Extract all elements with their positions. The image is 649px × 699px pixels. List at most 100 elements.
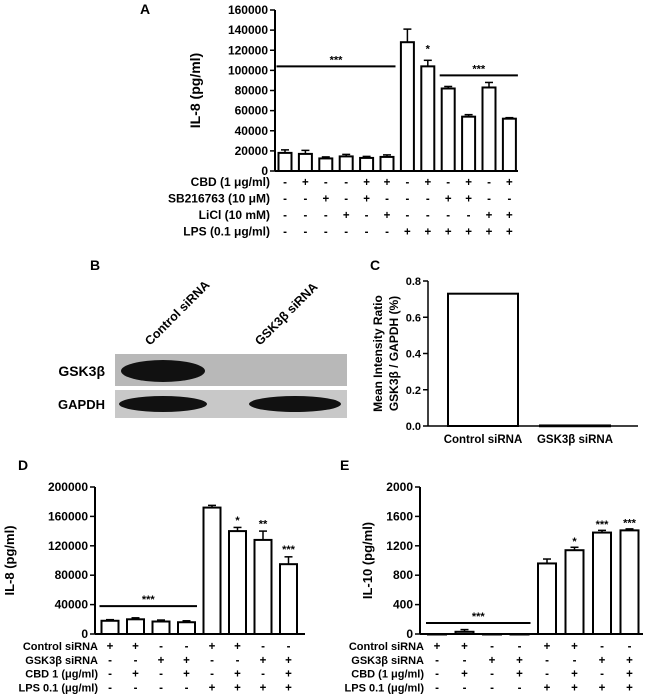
treatment-mark: - <box>344 194 348 206</box>
treatment-mark: - <box>463 655 467 667</box>
treatment-mark: + <box>599 682 606 694</box>
treatment-mark: - <box>185 641 189 653</box>
treatment-mark: - <box>435 655 439 667</box>
bar <box>318 157 334 172</box>
significance-marker: *** <box>623 518 637 530</box>
treatment-mark: + <box>183 669 190 681</box>
y-tick-label: 120000 <box>48 539 88 553</box>
treatment-mark: + <box>486 210 493 222</box>
treatment-label: LPS (0.1 μg/ml) <box>183 225 270 239</box>
bar <box>359 156 375 172</box>
y-tick-label: 80000 <box>55 568 89 582</box>
treatment-mark: - <box>283 194 287 206</box>
treatment-mark: + <box>506 177 513 189</box>
treatment-label: CBD 1 (μg/ml) <box>25 669 98 681</box>
treatment-mark: - <box>261 641 265 653</box>
treatment-mark: + <box>260 682 267 694</box>
y-tick-label: 0.0 <box>406 421 421 433</box>
y-tick-label: 0.8 <box>406 276 421 288</box>
y-tick-label: 80000 <box>235 84 269 98</box>
treatment-mark: + <box>183 655 190 667</box>
treatment-mark: - <box>490 682 494 694</box>
bar <box>420 65 436 172</box>
y-tick-label: 0.4 <box>406 349 422 361</box>
panel-d-il8-chart: 0 40000 80000 120000 160000 200000 IL-8 (pg/ml… <box>2 480 305 694</box>
treatment-mark: + <box>461 641 468 653</box>
x-tick-label: Control siRNA <box>444 434 523 446</box>
bar <box>482 633 502 636</box>
y-tick-label: 40000 <box>235 124 269 138</box>
treatment-mark: - <box>283 210 287 222</box>
treatment-mark: + <box>384 210 391 222</box>
treatment-label: GSK3β siRNA <box>351 655 424 667</box>
treatment-mark: - <box>545 669 549 681</box>
treatment-mark: - <box>108 669 112 681</box>
treatment-mark: + <box>107 641 114 653</box>
treatment-mark: - <box>324 227 328 239</box>
treatment-mark: - <box>463 682 467 694</box>
significance-marker: * <box>426 43 431 55</box>
treatment-mark: - <box>344 177 348 189</box>
treatment-mark: - <box>405 177 409 189</box>
treatment-mark: + <box>404 227 411 239</box>
treatment-mark: + <box>209 641 216 653</box>
band-label: GSK3β <box>58 363 105 379</box>
treatment-mark: - <box>134 682 138 694</box>
treatment-mark: + <box>132 641 139 653</box>
treatment-label: LPS 0.1 (μg/ml) <box>19 682 99 694</box>
treatment-mark: - <box>303 227 307 239</box>
treatment-mark: - <box>303 210 307 222</box>
treatment-mark: + <box>516 669 523 681</box>
y-axis-label: IL-8 (pg/ml) <box>187 53 203 128</box>
treatment-mark: + <box>285 655 292 667</box>
treatment-mark: - <box>426 194 430 206</box>
y-tick-label: 100000 <box>228 63 268 77</box>
treatment-mark: + <box>599 655 606 667</box>
significance-marker: *** <box>142 594 156 606</box>
treatment-mark: - <box>108 655 112 667</box>
bar <box>228 530 247 635</box>
y-tick-label: 0 <box>261 164 268 178</box>
treatment-mark: - <box>287 641 291 653</box>
band-label: GAPDH <box>58 397 105 412</box>
treatment-mark: + <box>343 210 350 222</box>
treatment-mark: - <box>210 655 214 667</box>
y-tick-label: 120000 <box>228 43 268 57</box>
treatment-mark: + <box>158 655 165 667</box>
treatment-mark: + <box>322 194 329 206</box>
treatment-mark: + <box>461 669 468 681</box>
y-tick-label: 60000 <box>235 104 269 118</box>
treatment-mark: + <box>571 669 578 681</box>
significance-marker: * <box>572 536 577 548</box>
bar <box>537 562 557 635</box>
treatment-mark: + <box>544 641 551 653</box>
treatment-mark: - <box>518 641 522 653</box>
y-tick-label: 0 <box>81 627 88 641</box>
treatment-mark: - <box>573 655 577 667</box>
treatment-mark: - <box>600 669 604 681</box>
y-axis-label: GSK3β / GAPDH (%) <box>387 296 401 411</box>
treatment-mark: - <box>283 227 287 239</box>
significance-marker: *** <box>330 54 344 66</box>
treatment-mark: - <box>405 210 409 222</box>
treatment-mark: - <box>518 682 522 694</box>
treatment-mark: + <box>626 682 633 694</box>
treatment-mark: + <box>285 682 292 694</box>
treatment-mark: - <box>303 194 307 206</box>
bar <box>177 621 196 635</box>
treatment-mark: + <box>302 177 309 189</box>
y-tick-label: 800 <box>393 568 413 582</box>
y-axis-label: IL-8 (pg/ml) <box>2 525 17 595</box>
gapdh-band-gsk3b-sirna <box>249 396 341 412</box>
treatment-mark: + <box>132 669 139 681</box>
treatment-mark: + <box>445 227 452 239</box>
bar <box>481 86 497 172</box>
lane-label: Control siRNA <box>142 278 212 348</box>
panel-label-c: C <box>370 257 380 273</box>
treatment-mark: - <box>159 682 163 694</box>
treatment-mark: + <box>384 177 391 189</box>
bar <box>338 155 354 173</box>
treatment-mark: + <box>363 177 370 189</box>
